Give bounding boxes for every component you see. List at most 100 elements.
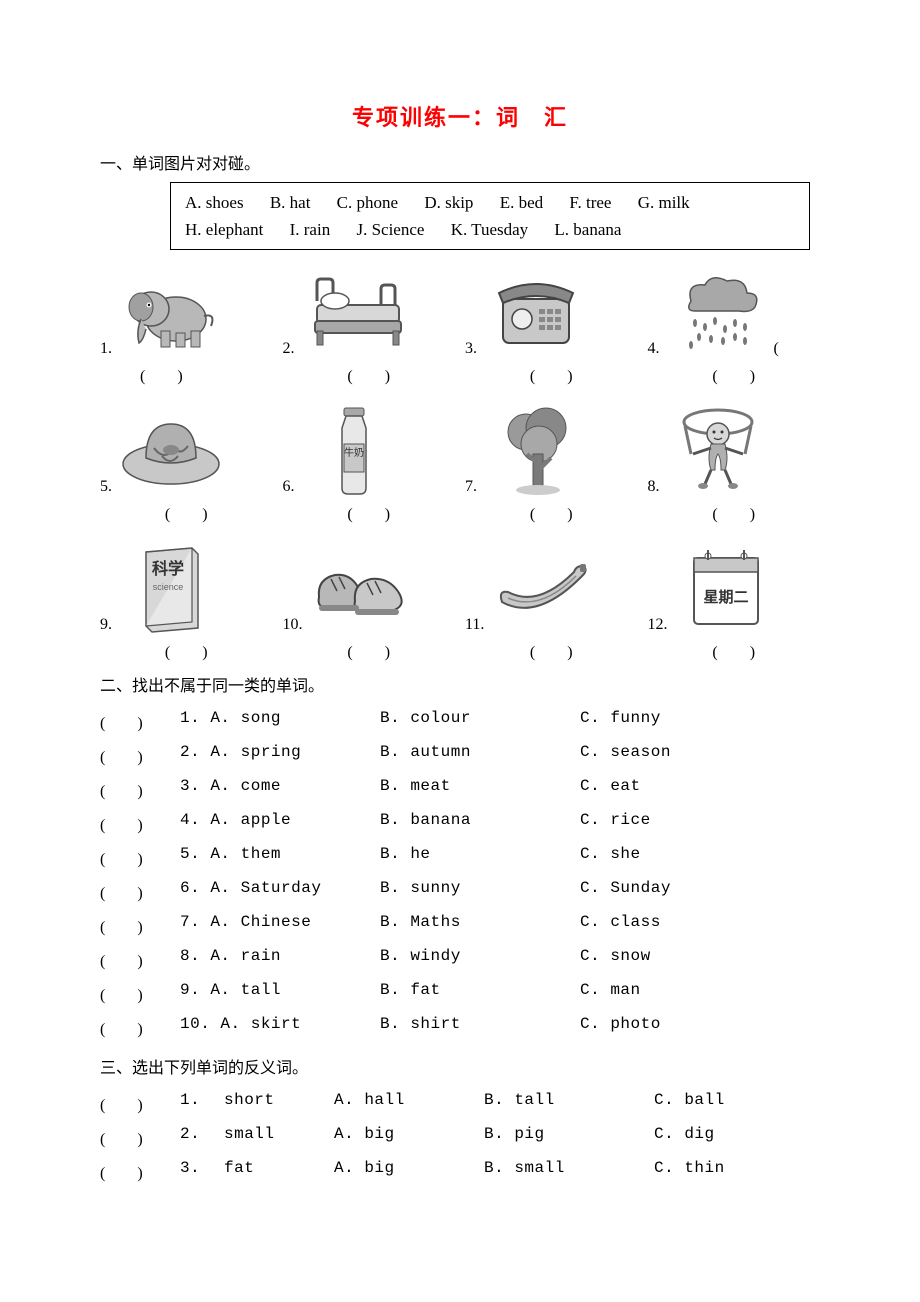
- img-cell: 5. ( ): [100, 406, 273, 524]
- opt-c-label: C.: [580, 1015, 610, 1033]
- opt-a-label: A.: [334, 1091, 364, 1109]
- opt-c: eat: [610, 777, 640, 795]
- bank-item: K. Tuesday: [451, 216, 528, 243]
- opt-b: windy: [410, 947, 461, 965]
- bank-item: L. banana: [554, 216, 621, 243]
- opt-a: big: [364, 1125, 394, 1143]
- section2-table: ( )1. A. songB. colourC. funny( )2. A. s…: [100, 704, 820, 1044]
- img-cell: 12. 星期二 ( ): [648, 544, 821, 662]
- answer-slot[interactable]: ( ): [100, 500, 273, 524]
- answer-paren[interactable]: ( ): [100, 1131, 143, 1148]
- opt-a-label: A.: [334, 1159, 364, 1177]
- opt-c: class: [610, 913, 661, 931]
- question-row: ( )7. A. ChineseB. MathsC. class: [100, 908, 820, 942]
- opt-c: thin: [684, 1159, 724, 1177]
- image-grid: 1. ( ): [100, 268, 820, 662]
- opt-c-label: C.: [580, 947, 610, 965]
- img-cell: 9. 科学 science ( ): [100, 544, 273, 662]
- bank-item: D. skip: [424, 189, 473, 216]
- answer-slot[interactable]: ( ): [648, 500, 821, 524]
- opt-a-label: A.: [210, 811, 240, 829]
- question-row: ( )9. A. tallB. fatC. man: [100, 976, 820, 1010]
- answer-slot[interactable]: ( ): [648, 362, 821, 386]
- svg-text:星期二: 星期二: [703, 588, 748, 606]
- bank-item: J. Science: [356, 216, 424, 243]
- question-row: ( )6. A. SaturdayB. sunnyC. Sunday: [100, 874, 820, 908]
- answer-paren[interactable]: ( ): [100, 953, 143, 970]
- answer-paren[interactable]: ( ): [100, 851, 143, 868]
- opt-c-label: C.: [580, 845, 610, 863]
- opt-c: Sunday: [610, 879, 671, 897]
- q-word: fat: [224, 1159, 254, 1177]
- opt-c: dig: [684, 1125, 714, 1143]
- answer-slot[interactable]: ( ): [465, 638, 638, 662]
- answer-paren[interactable]: ( ): [100, 749, 143, 766]
- answer-slot[interactable]: ( ): [283, 638, 456, 662]
- hat-icon: [116, 406, 226, 496]
- question-row: ( )2. A. springB. autumnC. season: [100, 738, 820, 772]
- opt-b-label: B.: [380, 913, 410, 931]
- answer-paren[interactable]: ( ): [100, 715, 143, 732]
- opt-c-label: C.: [654, 1091, 684, 1109]
- q-num: 2.: [180, 743, 210, 761]
- opt-b-label: B.: [380, 777, 410, 795]
- q-num: 10.: [180, 1015, 220, 1033]
- opt-b-label: B.: [380, 981, 410, 999]
- answer-paren[interactable]: ( ): [100, 1165, 143, 1182]
- milk-icon: 牛奶: [299, 406, 409, 496]
- opt-c: rice: [610, 811, 650, 829]
- word-bank: A. shoes B. hat C. phone D. skip E. bed …: [170, 182, 810, 250]
- answer-slot[interactable]: ( ): [140, 362, 273, 386]
- question-row: ( )1. A. songB. colourC. funny: [100, 704, 820, 738]
- opt-a-label: A.: [210, 947, 240, 965]
- answer-paren[interactable]: ( ): [100, 987, 143, 1004]
- q-num: 7.: [180, 913, 210, 931]
- opt-c-label: C.: [580, 913, 610, 931]
- opt-b: fat: [410, 981, 440, 999]
- q-num: 3.: [180, 777, 210, 795]
- opt-c: snow: [610, 947, 650, 965]
- img-cell: 8. ( ): [648, 406, 821, 524]
- opt-a-label: A.: [210, 845, 240, 863]
- answer-slot[interactable]: ( ): [100, 638, 273, 662]
- bank-item: G. milk: [638, 189, 690, 216]
- opt-a: apple: [241, 811, 292, 829]
- question-row: ( )3. A. comeB. meatC. eat: [100, 772, 820, 806]
- q-num: 6.: [180, 879, 210, 897]
- answer-slot[interactable]: ( ): [465, 362, 638, 386]
- section2-heading: 二、找出不属于同一类的单词。: [100, 672, 820, 696]
- img-number: 9.: [100, 616, 112, 634]
- opt-a-label: A.: [210, 743, 240, 761]
- opt-a: Saturday: [241, 879, 322, 897]
- img-number: 11.: [465, 616, 484, 634]
- answer-paren[interactable]: ( ): [100, 919, 143, 936]
- section3-heading: 三、选出下列单词的反义词。: [100, 1054, 820, 1078]
- opt-c-label: C.: [580, 709, 610, 727]
- opt-b-label: B.: [484, 1091, 514, 1109]
- img-cell: 3. ( ): [465, 268, 638, 386]
- img-number: 1.: [100, 340, 112, 358]
- svg-text:science: science: [152, 582, 183, 592]
- svg-text:牛奶: 牛奶: [344, 446, 364, 459]
- q-num: 9.: [180, 981, 210, 999]
- opt-b-label: B.: [380, 947, 410, 965]
- opt-c: ball: [684, 1091, 724, 1109]
- answer-slot[interactable]: ( ): [465, 500, 638, 524]
- q-num: 8.: [180, 947, 210, 965]
- tuesday-icon: 星期二: [672, 544, 782, 634]
- answer-paren[interactable]: ( ): [100, 885, 143, 902]
- answer-slot[interactable]: ( ): [648, 638, 821, 662]
- img-cell: 1. ( ): [100, 268, 273, 386]
- q-num: 3.: [180, 1159, 200, 1177]
- answer-paren[interactable]: ( ): [100, 1097, 143, 1114]
- answer-slot[interactable]: ( ): [283, 362, 456, 386]
- shoes-icon: [307, 544, 417, 634]
- img-number: 6.: [283, 478, 295, 496]
- opt-b-label: B.: [380, 879, 410, 897]
- answer-paren[interactable]: ( ): [100, 783, 143, 800]
- answer-paren[interactable]: ( ): [100, 1021, 143, 1038]
- img-cell: 6. 牛奶 ( ): [283, 406, 456, 524]
- answer-paren[interactable]: ( ): [100, 817, 143, 834]
- page-title: 专项训练一：词 汇: [100, 100, 820, 132]
- answer-slot[interactable]: ( ): [283, 500, 456, 524]
